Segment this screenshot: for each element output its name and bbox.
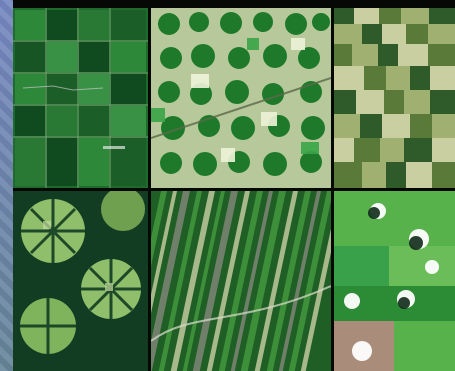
patchwork-fields-image: [334, 8, 455, 188]
patchwork-fields-panel: [334, 8, 455, 188]
grid-fields-panel: [13, 8, 148, 188]
mosaic-grid: [13, 0, 455, 371]
cloud-fields-panel: [334, 191, 455, 371]
radial-clearing-panel: [13, 191, 148, 371]
striped-fields-panel: [151, 191, 331, 371]
center-pivot-panel: [151, 8, 331, 188]
grid-fields-image: [13, 8, 148, 188]
center-pivot-image: [151, 8, 331, 188]
striped-fields-image: [151, 191, 331, 371]
cloud-fields-image: [334, 191, 455, 371]
radial-clearing-image: [13, 191, 148, 371]
